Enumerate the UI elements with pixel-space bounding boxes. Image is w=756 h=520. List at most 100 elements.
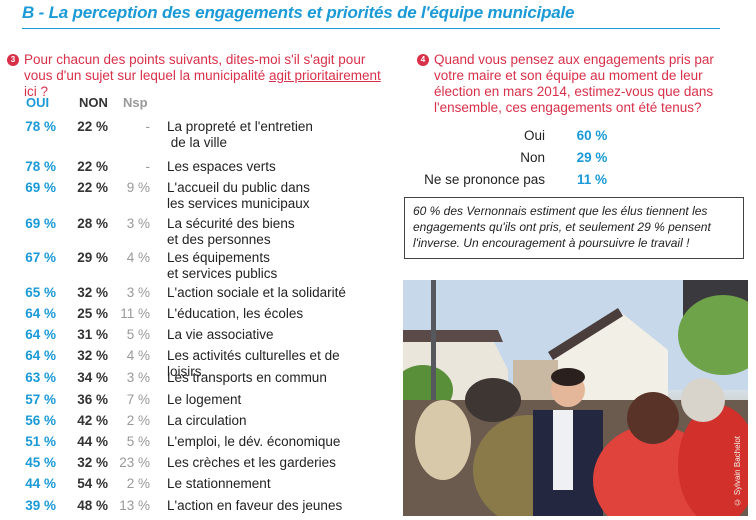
question-text: Pour chacun des points suivants, dites-m… [24,52,366,83]
commentary-box: 60 % des Vernonnais estiment que les élu… [404,197,744,259]
title-divider [22,28,720,29]
topic-label-line: L'action sociale et la solidarité [167,285,346,300]
topic-label: L'éducation, les écoles [167,306,377,322]
question-number-badge: 3 [7,54,19,66]
photo-credit: © Sylvain Bachelot [733,435,742,506]
oui-value: 64 % [25,348,56,363]
topic-label-line: La propreté et l'entretien [167,119,313,134]
nsp-value: 7 % [126,392,150,407]
non-value: 22 % [77,119,108,134]
topic-label: Le stationnement [167,476,377,492]
topic-label: La circulation [167,413,377,429]
non-value: 29 % [77,250,108,265]
question-text: Quand vous pensez aux engagements pris p… [434,52,714,115]
topic-label-line: La vie associative [167,327,274,342]
topic-label: Les espaces verts [167,159,377,175]
oui-value: 51 % [25,434,56,449]
question-number-badge: 4 [417,54,429,66]
oui-value: 78 % [25,119,56,134]
non-value: 32 % [77,285,108,300]
nsp-value: 4 % [126,250,150,265]
non-value: 36 % [77,392,108,407]
oui-value: 45 % [25,455,56,470]
non-value: 32 % [77,455,108,470]
non-value: 54 % [77,476,108,491]
section-title: B - La perception des engagements et pri… [22,3,575,22]
nsp-value: 3 % [126,285,150,300]
nsp-value: 11 % [120,306,150,321]
oui-value: 69 % [25,180,56,195]
nsp-value: 5 % [126,327,150,342]
result-label: Non [520,150,545,165]
topic-label-line: L'accueil du public dans [167,180,310,195]
oui-value: 65 % [25,285,56,300]
topic-label: La sécurité des biens et des personnes [167,216,377,248]
topic-label: L'accueil du public dans les services mun… [167,180,377,212]
non-value: 31 % [77,327,108,342]
topic-label-line: Les crèches et les garderies [167,455,336,470]
topic-label: La propreté et l'entretien de la ville [167,119,377,151]
nsp-value: - [145,119,151,134]
nsp-value: 2 % [126,413,150,428]
oui-value: 78 % [25,159,56,174]
topic-label: L'action en faveur des jeunes [167,498,377,514]
nsp-value: 4 % [126,348,150,363]
non-value: 28 % [77,216,108,231]
topic-label: Les transports en commun [167,370,377,386]
topic-label-line: Les équipements [167,250,270,265]
oui-value: 57 % [25,392,56,407]
topic-label: L'action sociale et la solidarité [167,285,377,301]
event-photo: © Sylvain Bachelot [403,280,748,516]
topic-label-line: et services publics [167,266,278,281]
non-value: 44 % [77,434,108,449]
nsp-value: - [145,159,151,174]
oui-value: 64 % [25,327,56,342]
nsp-value: 5 % [126,434,150,449]
oui-value: 67 % [25,250,56,265]
result-label: Oui [523,128,545,143]
non-value: 42 % [77,413,108,428]
result-value: 11 % [576,172,608,187]
result-value: 29 % [576,150,608,165]
nsp-value: 2 % [126,476,150,491]
question-text-end: ici ? [24,84,49,99]
non-value: 48 % [77,498,108,513]
topic-label-line: Le stationnement [167,476,271,491]
topic-label-line: L'éducation, les écoles [167,306,304,321]
topic-label-line: et des personnes [167,232,271,247]
nsp-value: 23 % [119,455,150,470]
result-label: Ne se prononce pas [424,172,545,187]
topic-label: Les activités culturelles et de loisirs [167,348,377,380]
question-3: 3 Pour chacun des points suivants, dites… [7,52,384,100]
non-value: 32 % [77,348,108,363]
question-4: 4 Quand vous pensez aux engagements pris… [417,52,734,116]
oui-value: 69 % [25,216,56,231]
non-value: 22 % [77,159,108,174]
oui-value: 44 % [25,476,56,491]
topic-label: Les crèches et les garderies [167,455,377,471]
result-value: 60 % [576,128,608,143]
non-value: 25 % [77,306,108,321]
topic-label-line: les services municipaux [167,196,310,211]
non-value: 34 % [77,370,108,385]
question-emphasis: agit prioritairement [268,68,381,83]
topic-label-line: de la ville [167,135,228,150]
nsp-value: 9 % [126,180,150,195]
topic-label: Le logement [167,392,377,408]
oui-value: 63 % [25,370,56,385]
topic-label-line: Les espaces verts [167,159,276,174]
topic-label: La vie associative [167,327,377,343]
nsp-value: 13 % [119,498,150,513]
topic-label-line: Le logement [167,392,242,407]
topic-label: Les équipements et services publics [167,250,377,282]
topic-label-line: Les transports en commun [167,370,327,385]
non-value: 22 % [77,180,108,195]
topic-label: L'emploi, le dév. économique [167,434,377,450]
nsp-value: 3 % [126,216,150,231]
column-header-oui: OUI [26,95,50,110]
topic-label-line: L'emploi, le dév. économique [167,434,341,449]
topic-label-line: La sécurité des biens [167,216,295,231]
topic-label-line: L'action en faveur des jeunes [167,498,343,513]
column-header-nsp: Nsp [123,95,148,110]
oui-value: 64 % [25,306,56,321]
